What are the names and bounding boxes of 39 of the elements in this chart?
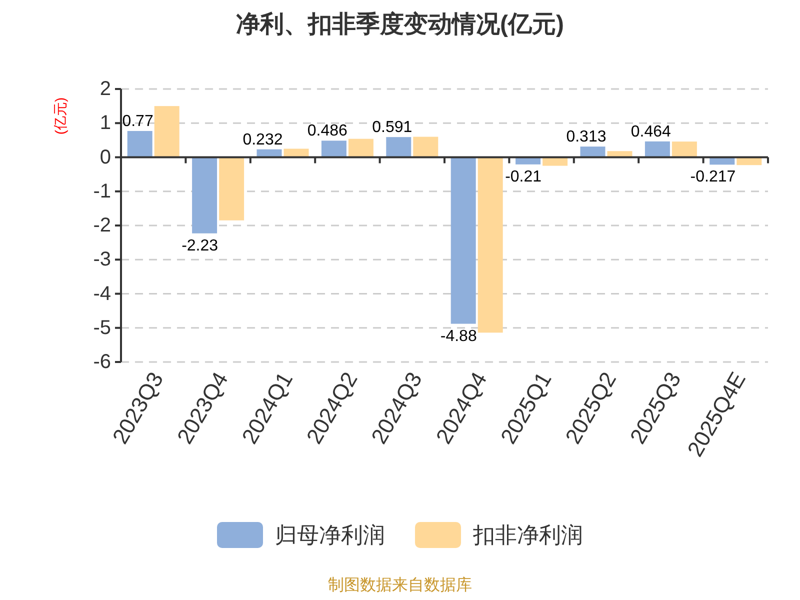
bar	[348, 138, 374, 158]
bar	[321, 140, 346, 158]
data-label: 0.591	[372, 119, 412, 136]
bar	[219, 157, 244, 220]
y-axis-title: (亿元)	[52, 97, 68, 135]
y-tick-label: 2	[100, 78, 111, 100]
y-tick-label: -5	[93, 316, 111, 339]
bar	[192, 157, 218, 234]
bar	[154, 106, 180, 158]
legend-label: 归母净利润	[275, 522, 385, 548]
bar	[127, 130, 152, 158]
data-label: -2.23	[182, 237, 218, 254]
text: 制图数据来自数据库	[328, 576, 472, 594]
data-label: 0.313	[566, 128, 606, 146]
y-tick-label: 1	[100, 112, 111, 134]
bar	[644, 141, 670, 158]
bar	[284, 148, 309, 158]
bar	[672, 142, 697, 158]
y-tick-label: -3	[93, 248, 111, 271]
bar	[478, 157, 503, 333]
data-label: -4.88	[440, 328, 477, 345]
bar	[413, 136, 438, 158]
data-label: 0.464	[630, 123, 672, 140]
bar	[386, 137, 412, 158]
data-label: -0.217	[690, 168, 736, 186]
y-tick-label: 0	[100, 146, 111, 168]
data-label: -0.21	[505, 168, 542, 186]
bar	[607, 151, 632, 158]
y-tick-label: -4	[93, 282, 111, 305]
y-tick-label: -6	[93, 351, 111, 373]
y-tick-label: -2	[93, 214, 111, 236]
data-label: 0.232	[242, 131, 283, 148]
bar	[450, 157, 476, 324]
data-label: 0.77	[122, 112, 154, 130]
y-tick-label: -1	[93, 180, 111, 202]
chart-title: 净利、扣非季度变动情况(亿元)	[236, 11, 564, 38]
data-label: 0.486	[307, 122, 348, 140]
bar	[580, 146, 606, 158]
legend-label: 扣非净利润	[472, 522, 583, 548]
